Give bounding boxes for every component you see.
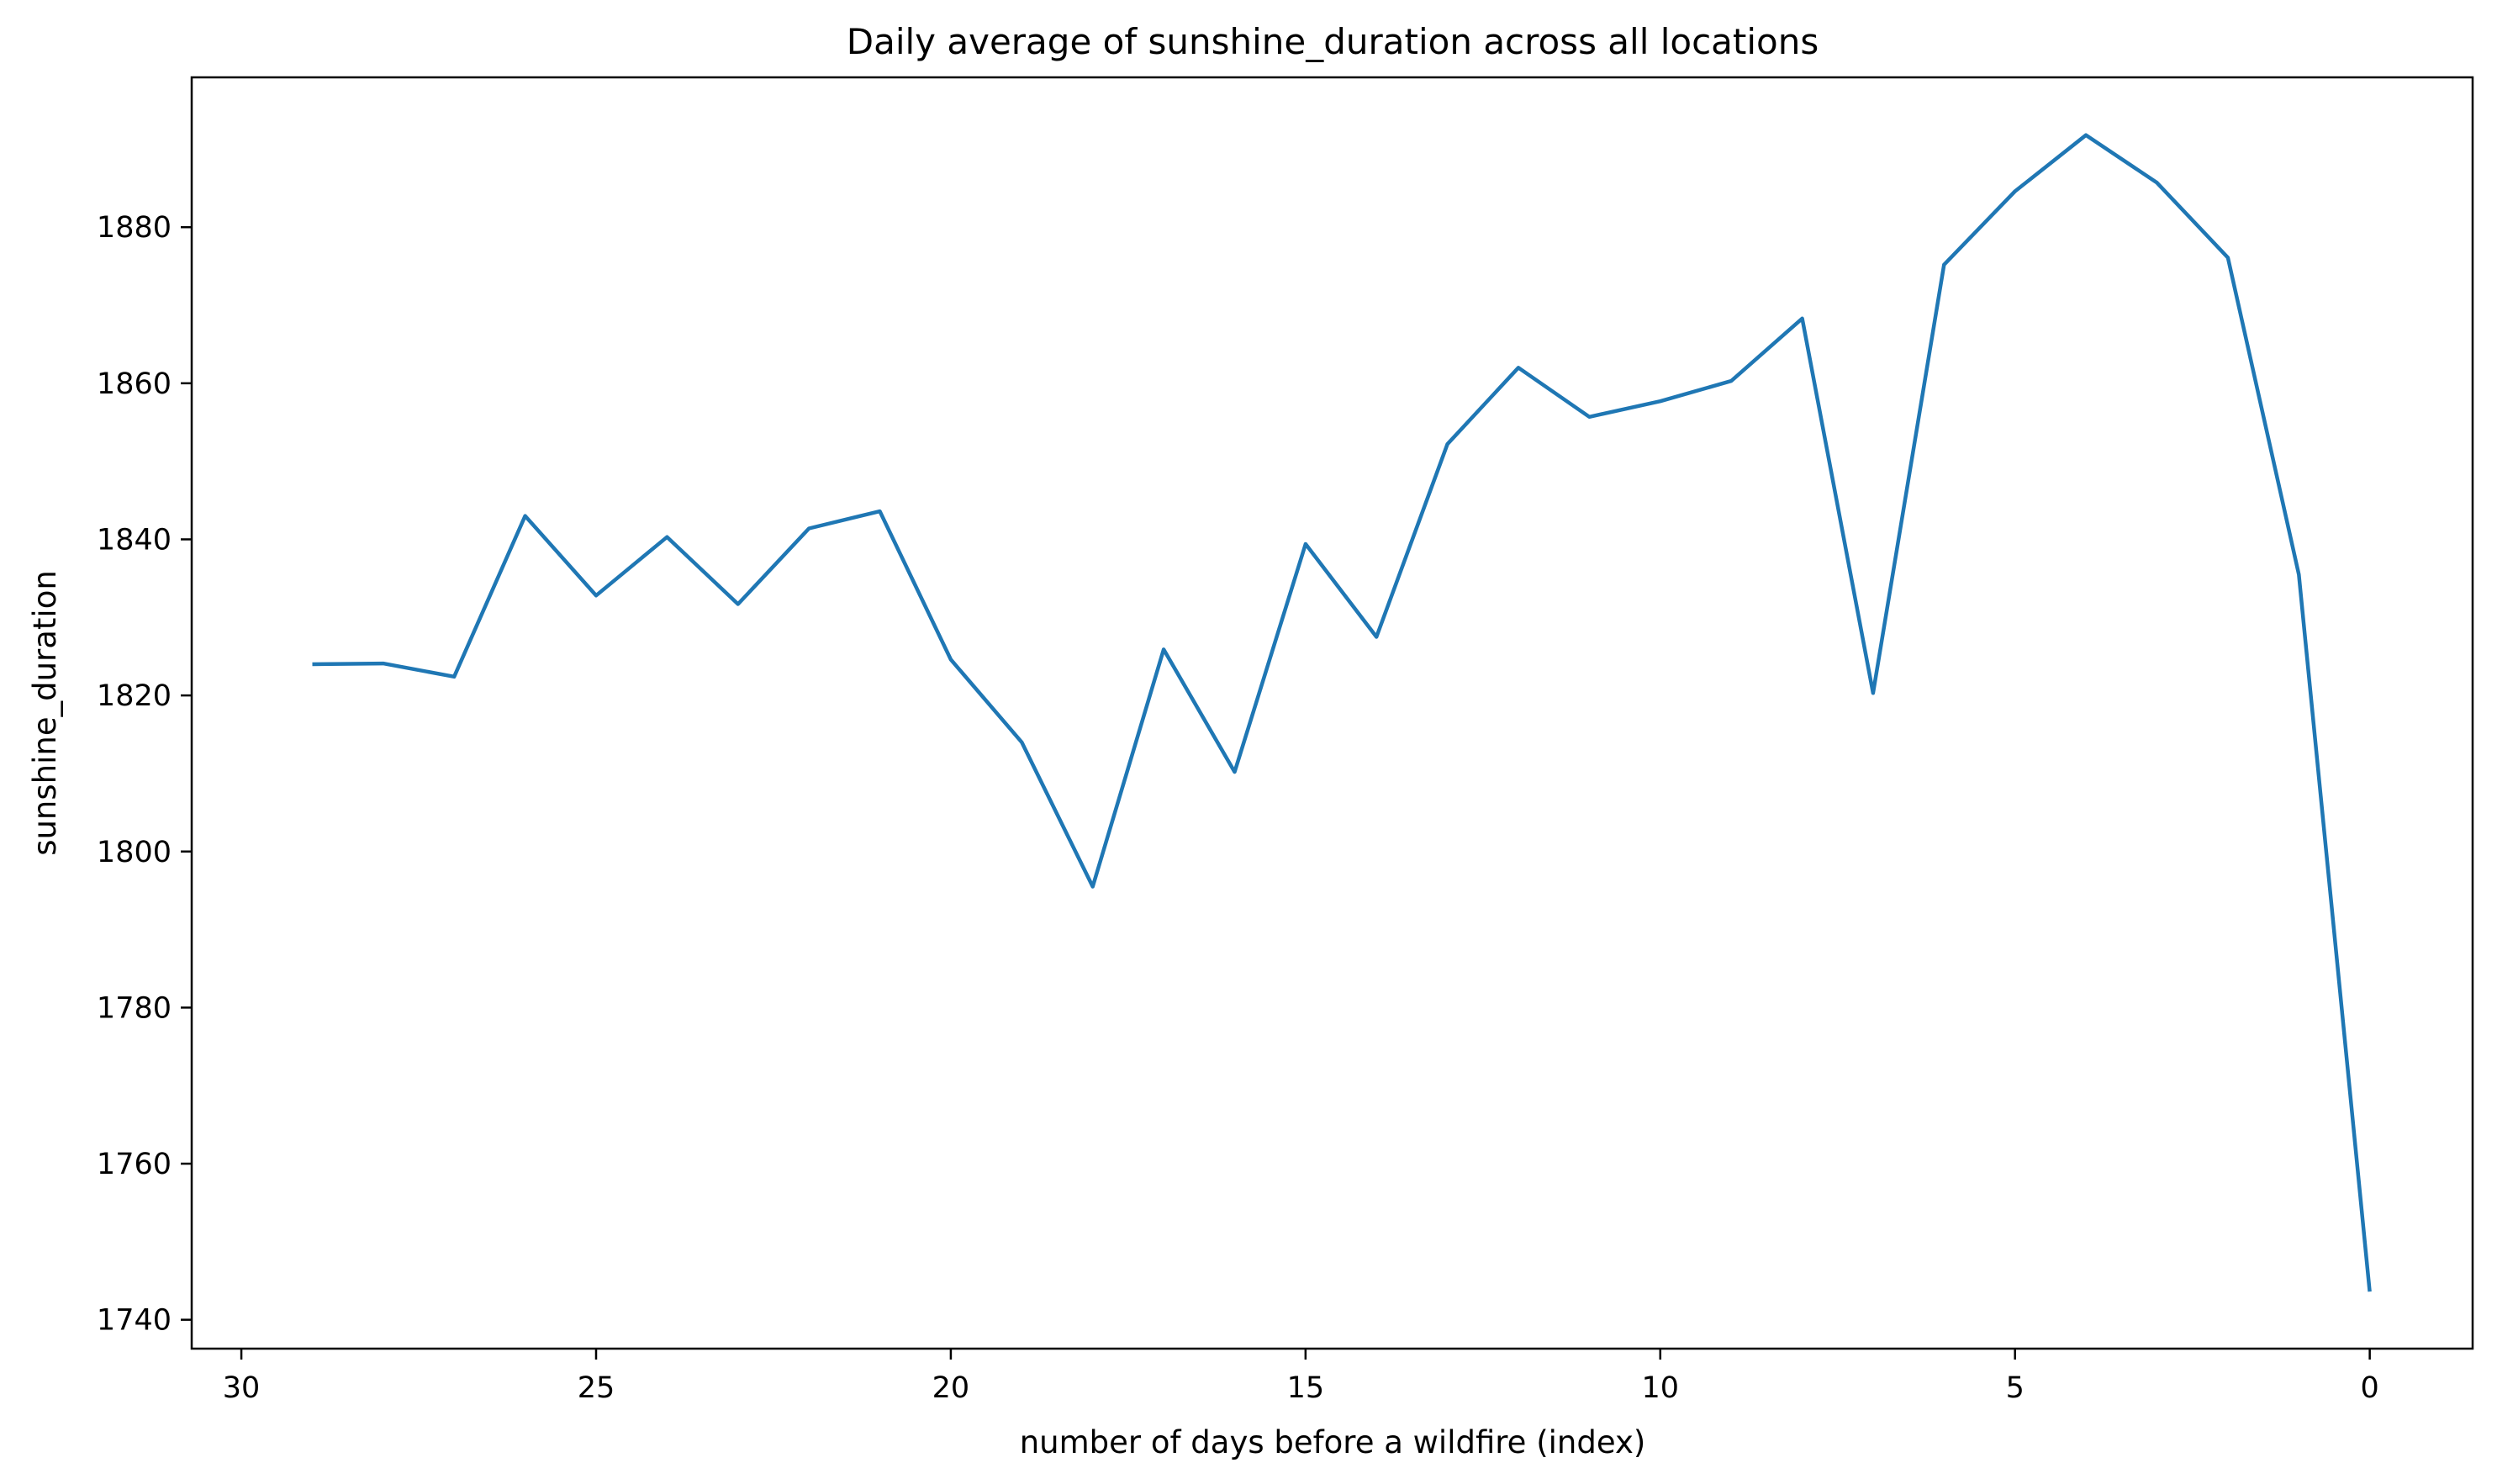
x-tick-label: 10 bbox=[1642, 1371, 1680, 1405]
x-tick-label: 5 bbox=[2006, 1371, 2025, 1405]
x-axis-ticks: 30 25 20 15 10 5 0 bbox=[223, 1349, 2379, 1405]
y-tick-label: 1820 bbox=[97, 679, 172, 713]
y-axis-ticks: 1740 1760 1780 1800 1820 1840 1860 1880 bbox=[97, 211, 192, 1338]
y-tick-label: 1840 bbox=[97, 523, 172, 557]
x-axis-label: number of days before a wildfire (index) bbox=[1020, 1424, 1646, 1460]
y-axis-label: sunshine_duration bbox=[27, 570, 63, 856]
chart-title: Daily average of sunshine_duration acros… bbox=[847, 21, 1819, 62]
series-layer bbox=[312, 133, 2372, 1292]
y-tick-label: 1800 bbox=[97, 836, 172, 869]
y-tick-label: 1860 bbox=[97, 367, 172, 401]
y-tick-label: 1740 bbox=[97, 1304, 172, 1338]
x-tick-label: 15 bbox=[1287, 1371, 1325, 1405]
y-tick-label: 1880 bbox=[97, 211, 172, 245]
x-tick-label: 0 bbox=[2361, 1371, 2379, 1405]
x-tick-label: 20 bbox=[932, 1371, 970, 1405]
x-tick-label: 25 bbox=[578, 1371, 615, 1405]
y-tick-label: 1760 bbox=[97, 1148, 172, 1181]
series-line bbox=[312, 133, 2372, 1292]
x-tick-label: 30 bbox=[223, 1371, 261, 1405]
y-tick-label: 1780 bbox=[97, 991, 172, 1025]
plot-frame bbox=[190, 76, 2474, 1350]
